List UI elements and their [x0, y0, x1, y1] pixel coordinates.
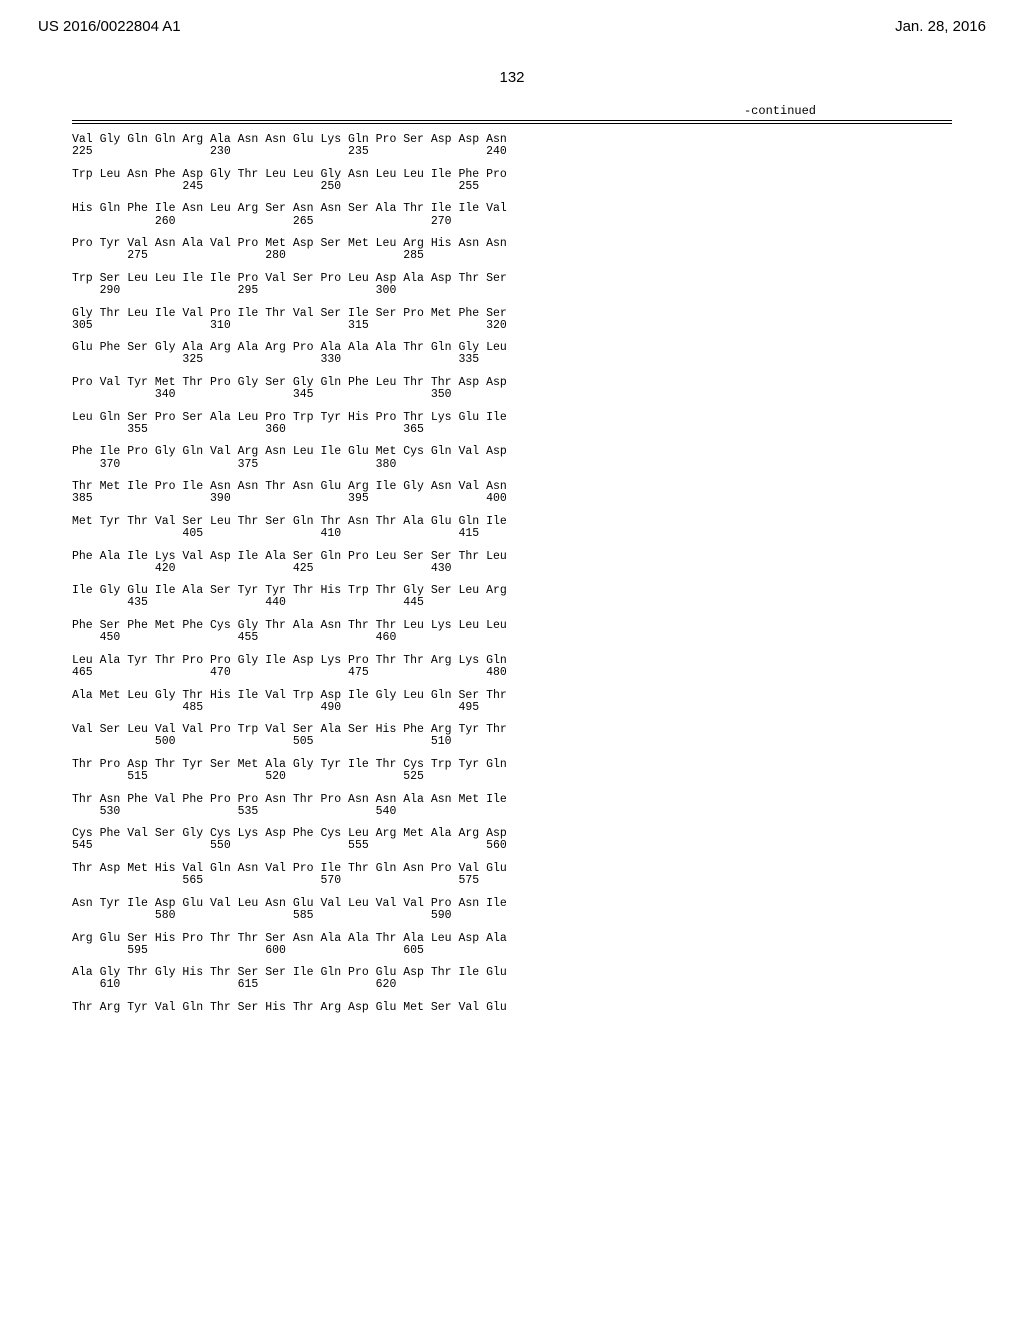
- aa-row: Leu Gln Ser Pro Ser Ala Leu Pro Trp Tyr …: [72, 412, 532, 424]
- doc-id: US 2016/0022804 A1: [38, 18, 181, 35]
- num-row: 610 615 620: [72, 979, 532, 991]
- page-number: 132: [0, 69, 1024, 86]
- sequence-listing: Val Gly Gln Gln Arg Ala Asn Asn Glu Lys …: [72, 134, 532, 1014]
- doc-date: Jan. 28, 2016: [895, 18, 986, 35]
- num-row: 530 535 540: [72, 806, 532, 818]
- aa-row: Trp Leu Asn Phe Asp Gly Thr Leu Leu Gly …: [72, 169, 532, 181]
- num-row: 325 330 335: [72, 354, 532, 366]
- num-row: 305 310 315 320: [72, 320, 532, 332]
- num-row: 595 600 605: [72, 945, 532, 957]
- continued-label: -continued: [0, 104, 1024, 118]
- num-row: 385 390 395 400: [72, 493, 532, 505]
- aa-row: Phe Ala Ile Lys Val Asp Ile Ala Ser Gln …: [72, 551, 532, 563]
- aa-row: His Gln Phe Ile Asn Leu Arg Ser Asn Asn …: [72, 203, 532, 215]
- aa-row: Thr Arg Tyr Val Gln Thr Ser His Thr Arg …: [72, 1002, 532, 1014]
- num-row: 275 280 285: [72, 250, 532, 262]
- num-row: 515 520 525: [72, 771, 532, 783]
- num-row: 485 490 495: [72, 702, 532, 714]
- page-header: US 2016/0022804 A1 Jan. 28, 2016: [0, 0, 1024, 41]
- num-row: 500 505 510: [72, 736, 532, 748]
- num-row: 545 550 555 560: [72, 840, 532, 852]
- aa-row: Ala Met Leu Gly Thr His Ile Val Trp Asp …: [72, 690, 532, 702]
- top-rule-1: [72, 120, 952, 121]
- num-row: 580 585 590: [72, 910, 532, 922]
- num-row: 405 410 415: [72, 528, 532, 540]
- num-row: 435 440 445: [72, 597, 532, 609]
- num-row: 290 295 300: [72, 285, 532, 297]
- aa-row: Phe Ile Pro Gly Gln Val Arg Asn Leu Ile …: [72, 446, 532, 458]
- num-row: 450 455 460: [72, 632, 532, 644]
- num-row: 260 265 270: [72, 216, 532, 228]
- num-row: 355 360 365: [72, 424, 532, 436]
- num-row: 565 570 575: [72, 875, 532, 887]
- num-row: 225 230 235 240: [72, 146, 532, 158]
- num-row: 465 470 475 480: [72, 667, 532, 679]
- num-row: 245 250 255: [72, 181, 532, 193]
- aa-row: Arg Glu Ser His Pro Thr Thr Ser Asn Ala …: [72, 933, 532, 945]
- num-row: 340 345 350: [72, 389, 532, 401]
- aa-row: Gly Thr Leu Ile Val Pro Ile Thr Val Ser …: [72, 308, 532, 320]
- top-rule-2: [72, 123, 952, 124]
- aa-row: Thr Asn Phe Val Phe Pro Pro Asn Thr Pro …: [72, 794, 532, 806]
- num-row: 420 425 430: [72, 563, 532, 575]
- num-row: 370 375 380: [72, 459, 532, 471]
